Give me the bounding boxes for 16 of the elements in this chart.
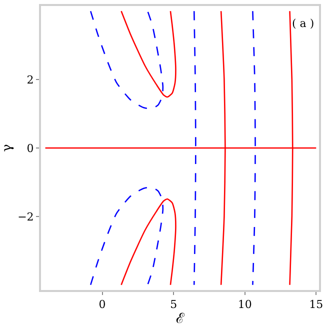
line-series xyxy=(90,186,164,286)
y-tick-label: −2 xyxy=(18,210,34,224)
line-series xyxy=(252,10,256,286)
annotation: ( a ) xyxy=(292,17,314,30)
line-series xyxy=(120,10,176,98)
line-series xyxy=(90,10,164,110)
x-tick-label: 15 xyxy=(309,298,324,312)
y-tick-label: 0 xyxy=(26,142,34,155)
x-tick-label: 10 xyxy=(238,298,252,312)
y-tick-label: 2 xyxy=(26,73,34,86)
x-tick-label: 5 xyxy=(170,298,178,312)
line-series xyxy=(120,198,176,286)
x-axis-title: ℰ xyxy=(176,311,185,327)
x-tick-label: 0 xyxy=(98,298,106,312)
line-series xyxy=(193,10,196,286)
y-axis-title: γ xyxy=(0,144,15,152)
